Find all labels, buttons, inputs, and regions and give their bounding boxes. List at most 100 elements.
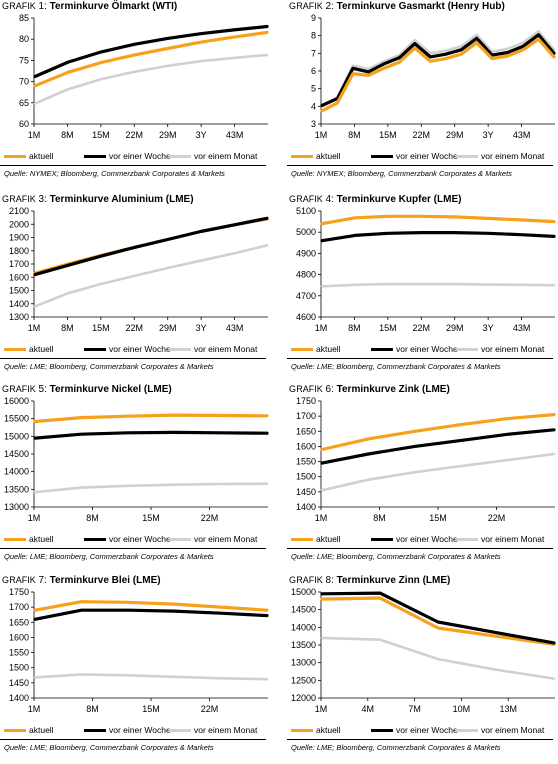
y-tick-label: 1700 (9, 602, 29, 612)
y-tick-label: 15000 (4, 431, 29, 441)
y-tick-label: 1450 (9, 678, 29, 688)
series-line-woche (320, 591, 556, 645)
series-line-woche (33, 216, 269, 277)
chart-plot: 1300 1400 1500 1600 1700 1800 1900 2000 2100 1M 8M… (9, 207, 269, 333)
x-tick-label: 15M (379, 130, 397, 140)
y-tick-label: 1450 (296, 487, 316, 497)
chart-source: Quelle: NYMEX; Bloomberg, Commerzbank Co… (291, 169, 512, 178)
legend-swatch-woche (371, 348, 393, 351)
title-number: 4: (325, 194, 334, 205)
legend-label-aktuell: aktuell (29, 344, 54, 354)
y-tick-label: 16000 (4, 397, 29, 406)
chart-title: GRAFIK 2: Terminkurve Gasmarkt (Henry Hu… (289, 0, 505, 13)
x-tick-label: 1M (28, 323, 41, 333)
x-tick-label: 8M (61, 323, 74, 333)
title-text: Terminkurve Aluminium (LME) (49, 194, 194, 205)
x-tick-label: 22M (488, 513, 506, 523)
y-tick-label: 1600 (296, 441, 316, 451)
legend-label-aktuell: aktuell (29, 534, 54, 544)
x-tick-label: 1M (315, 704, 328, 714)
title-prefix-first: G (289, 194, 297, 204)
x-tick-label: 15M (379, 323, 397, 333)
legend-label-monat: vor einem Monat (194, 344, 258, 354)
chart-source: Quelle: LME; Bloomberg, Commerzbank Corp… (291, 743, 501, 752)
x-tick-label: 29M (159, 130, 177, 140)
y-tick-label: 4800 (296, 270, 316, 280)
x-tick-label: 43M (226, 323, 244, 333)
source-divider (0, 165, 266, 166)
x-tick-label: 1M (28, 130, 41, 140)
series-line-aktuell (33, 413, 269, 424)
legend-swatch-woche (84, 729, 106, 732)
legend-label-aktuell: aktuell (316, 151, 341, 161)
legend-swatch-aktuell (291, 348, 313, 351)
source-divider (0, 358, 266, 359)
title-prefix-rest: RAFIK (9, 194, 36, 204)
legend-label-monat: vor einem Monat (194, 534, 258, 544)
x-tick-label: 43M (513, 130, 531, 140)
series-line-aktuell (320, 37, 556, 113)
chart-source: Quelle: LME; Bloomberg, Commerzbank Corp… (4, 362, 214, 371)
series-line-woche (33, 430, 269, 440)
series-line-aktuell (320, 596, 556, 646)
y-tick-label: 1650 (9, 617, 29, 627)
y-tick-label: 9 (311, 14, 316, 23)
series-line-aktuell (320, 214, 556, 226)
y-tick-label: 3 (311, 119, 316, 129)
x-tick-label: 1M (28, 513, 41, 523)
y-tick-label: 12000 (291, 693, 316, 703)
chart-panel: GRAFIK 7: Terminkurve Blei (LME) 1400 1450… (0, 574, 270, 760)
title-text: Terminkurve Gasmarkt (Henry Hub) (336, 1, 505, 12)
chart-panel: GRAFIK 1: Terminkurve Ölmarkt (WTI) 60 65 7… (0, 0, 270, 186)
legend-label-aktuell: aktuell (316, 725, 341, 735)
y-tick-label: 1750 (9, 588, 29, 597)
title-prefix-first: G (2, 1, 10, 11)
x-tick-label: 8M (86, 704, 99, 714)
y-tick-label: 4600 (296, 312, 316, 322)
x-tick-label: 1M (315, 323, 328, 333)
y-tick-label: 1650 (296, 426, 316, 436)
legend-label-woche: vor einer Woche (109, 344, 171, 354)
y-tick-label: 1500 (9, 663, 29, 673)
y-tick-label: 75 (19, 55, 29, 65)
y-tick-label: 65 (19, 98, 29, 108)
legend-swatch-woche (371, 155, 393, 158)
legend-label-woche: vor einer Woche (396, 151, 458, 161)
chart-plot: 4600 4700 4800 4900 5000 5100 1M 8M 15M 22M 29M 3Y 4… (296, 207, 556, 333)
series-line-aktuell (320, 413, 556, 452)
chart-source: Quelle: LME; Bloomberg, Commerzbank Corp… (4, 743, 214, 752)
x-tick-label: 15M (142, 513, 160, 523)
y-tick-label: 1700 (296, 411, 316, 421)
legend-swatch-monat (169, 538, 191, 541)
title-number: 7: (38, 575, 47, 586)
series-line-woche (320, 33, 556, 108)
x-tick-label: 22M (201, 704, 219, 714)
y-tick-label: 1600 (9, 272, 29, 282)
x-tick-label: 3Y (483, 323, 494, 333)
legend-label-aktuell: aktuell (316, 534, 341, 544)
legend-swatch-aktuell (291, 538, 313, 541)
x-tick-label: 29M (446, 130, 464, 140)
y-tick-label: 13000 (291, 658, 316, 668)
x-tick-label: 10M (453, 704, 471, 714)
legend-swatch-monat (169, 155, 191, 158)
y-tick-label: 1550 (296, 457, 316, 467)
y-tick-label: 12500 (291, 675, 316, 685)
y-tick-label: 1300 (9, 312, 29, 322)
x-tick-label: 8M (61, 130, 74, 140)
title-prefix-first: G (289, 575, 297, 585)
x-tick-label: 1M (315, 130, 328, 140)
y-tick-label: 13500 (4, 484, 29, 494)
series-line-woche (320, 231, 556, 243)
x-tick-label: 3Y (196, 323, 207, 333)
y-tick-label: 13000 (4, 502, 29, 512)
y-tick-label: 1600 (9, 632, 29, 642)
y-tick-label: 60 (19, 119, 29, 129)
title-prefix-rest: RAFIK (296, 194, 323, 204)
y-tick-label: 1400 (296, 502, 316, 512)
y-tick-label: 13500 (291, 640, 316, 650)
series-line-monat (33, 482, 269, 494)
legend-swatch-woche (84, 348, 106, 351)
y-tick-label: 14500 (291, 605, 316, 615)
y-tick-label: 14500 (4, 449, 29, 459)
